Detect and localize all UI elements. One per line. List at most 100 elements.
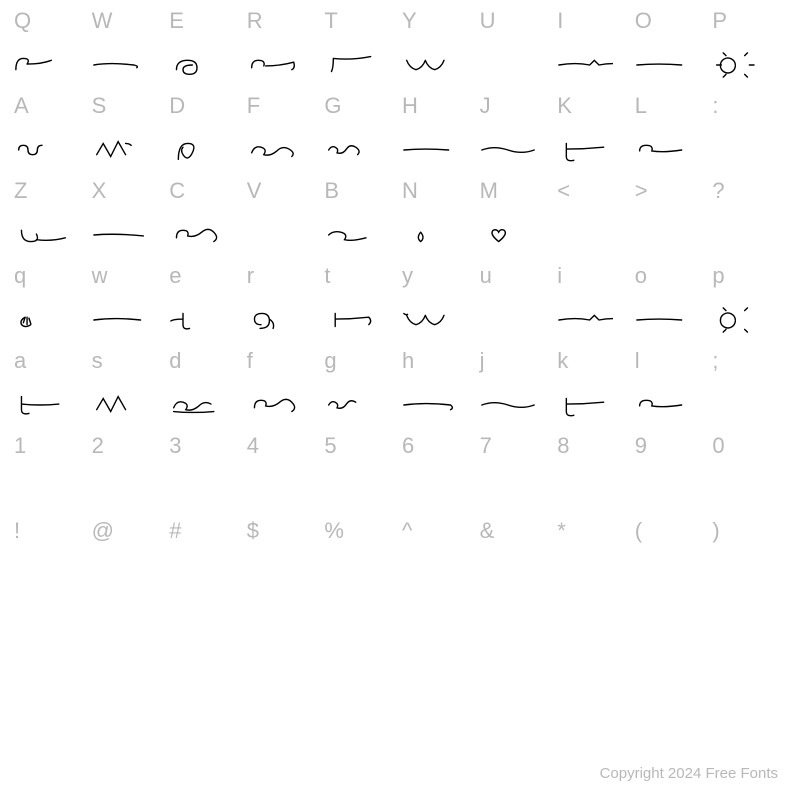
glyph-preview bbox=[167, 36, 245, 93]
key-label: M bbox=[478, 178, 556, 206]
ornament-glyph-icon bbox=[402, 136, 458, 164]
glyph-preview bbox=[555, 546, 633, 603]
char-cell: & bbox=[478, 518, 556, 603]
glyph-preview bbox=[90, 36, 168, 93]
key-label: 3 bbox=[167, 433, 245, 461]
char-cell: > bbox=[633, 178, 711, 263]
ornament-glyph-icon bbox=[14, 51, 70, 79]
key-label: t bbox=[322, 263, 400, 291]
ornament-glyph-icon bbox=[169, 51, 225, 79]
key-label: 2 bbox=[90, 433, 168, 461]
glyph-preview bbox=[555, 36, 633, 93]
key-label: H bbox=[400, 93, 478, 121]
key-label: e bbox=[167, 263, 245, 291]
key-label: < bbox=[555, 178, 633, 206]
char-cell: o bbox=[633, 263, 711, 348]
glyph-preview bbox=[322, 36, 400, 93]
char-cell: s bbox=[90, 348, 168, 433]
char-cell: J bbox=[478, 93, 556, 178]
key-label: V bbox=[245, 178, 323, 206]
key-label: S bbox=[90, 93, 168, 121]
char-cell: A bbox=[12, 93, 90, 178]
key-label: s bbox=[90, 348, 168, 376]
key-label: p bbox=[710, 263, 788, 291]
key-label: i bbox=[555, 263, 633, 291]
ornament-glyph-icon bbox=[712, 51, 768, 79]
key-label: 1 bbox=[12, 433, 90, 461]
glyph-preview bbox=[400, 36, 478, 93]
key-label: $ bbox=[245, 518, 323, 546]
key-label: O bbox=[633, 8, 711, 36]
char-cell: F bbox=[245, 93, 323, 178]
char-cell: h bbox=[400, 348, 478, 433]
key-label: 9 bbox=[633, 433, 711, 461]
ornament-glyph-icon bbox=[635, 136, 691, 164]
glyph-preview bbox=[167, 291, 245, 348]
glyph-preview bbox=[245, 206, 323, 263]
ornament-glyph-icon bbox=[635, 306, 691, 334]
key-label: ? bbox=[710, 178, 788, 206]
ornament-glyph-icon bbox=[92, 221, 148, 249]
ornament-glyph-icon bbox=[169, 306, 225, 334]
char-cell: Q bbox=[12, 8, 90, 93]
key-label: E bbox=[167, 8, 245, 36]
glyph-preview bbox=[245, 376, 323, 433]
char-cell: g bbox=[322, 348, 400, 433]
key-label: % bbox=[322, 518, 400, 546]
ornament-glyph-icon bbox=[402, 221, 458, 249]
ornament-glyph-icon bbox=[480, 221, 536, 249]
ornament-glyph-icon bbox=[324, 136, 380, 164]
key-label: G bbox=[322, 93, 400, 121]
char-cell: 7 bbox=[478, 433, 556, 518]
char-cell: B bbox=[322, 178, 400, 263]
ornament-glyph-icon bbox=[14, 306, 70, 334]
glyph-preview bbox=[555, 121, 633, 178]
char-cell: y bbox=[400, 263, 478, 348]
glyph-preview bbox=[90, 121, 168, 178]
glyph-preview bbox=[90, 461, 168, 518]
char-cell: < bbox=[555, 178, 633, 263]
glyph-preview bbox=[710, 291, 788, 348]
glyph-preview bbox=[710, 546, 788, 603]
glyph-preview bbox=[710, 36, 788, 93]
key-label: R bbox=[245, 8, 323, 36]
glyph-preview bbox=[633, 121, 711, 178]
glyph-preview bbox=[400, 291, 478, 348]
key-label: q bbox=[12, 263, 90, 291]
char-cell: 5 bbox=[322, 433, 400, 518]
glyph-preview bbox=[478, 206, 556, 263]
glyph-preview bbox=[322, 376, 400, 433]
key-label: ) bbox=[710, 518, 788, 546]
ornament-glyph-icon bbox=[557, 306, 613, 334]
char-cell: d bbox=[167, 348, 245, 433]
key-label: W bbox=[90, 8, 168, 36]
char-cell: ^ bbox=[400, 518, 478, 603]
ornament-glyph-icon bbox=[635, 391, 691, 419]
key-label: B bbox=[322, 178, 400, 206]
glyph-preview bbox=[478, 121, 556, 178]
key-label: : bbox=[710, 93, 788, 121]
key-label: L bbox=[633, 93, 711, 121]
key-label: l bbox=[633, 348, 711, 376]
glyph-preview bbox=[167, 121, 245, 178]
key-label: K bbox=[555, 93, 633, 121]
key-label: ^ bbox=[400, 518, 478, 546]
char-cell: R bbox=[245, 8, 323, 93]
ornament-glyph-icon bbox=[324, 51, 380, 79]
ornament-glyph-icon bbox=[92, 391, 148, 419]
char-cell: Y bbox=[400, 8, 478, 93]
glyph-preview bbox=[90, 206, 168, 263]
key-label: 8 bbox=[555, 433, 633, 461]
char-cell: 6 bbox=[400, 433, 478, 518]
glyph-preview bbox=[167, 206, 245, 263]
ornament-glyph-icon bbox=[402, 51, 458, 79]
char-cell: H bbox=[400, 93, 478, 178]
glyph-preview bbox=[90, 546, 168, 603]
ornament-glyph-icon bbox=[14, 221, 70, 249]
glyph-preview bbox=[633, 376, 711, 433]
glyph-preview bbox=[322, 291, 400, 348]
ornament-glyph-icon bbox=[480, 136, 536, 164]
ornament-glyph-icon bbox=[14, 391, 70, 419]
glyph-preview bbox=[710, 121, 788, 178]
key-label: @ bbox=[90, 518, 168, 546]
